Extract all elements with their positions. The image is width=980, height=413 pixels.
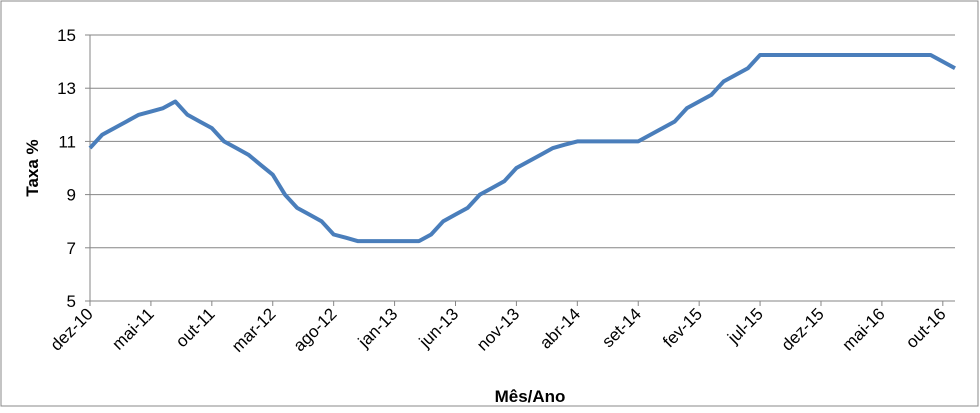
- y-tick-label: 11: [58, 132, 76, 151]
- y-tick-label: 13: [57, 79, 76, 98]
- line-series: [88, 52, 956, 244]
- y-tick-label: 15: [57, 26, 76, 45]
- y-tick-label: 9: [67, 186, 76, 205]
- x-axis-label: Mês/Ano: [495, 387, 566, 406]
- y-axis-label: Taxa %: [23, 139, 42, 196]
- y-tick-label: 5: [67, 292, 76, 311]
- y-tick-label: 7: [67, 239, 76, 258]
